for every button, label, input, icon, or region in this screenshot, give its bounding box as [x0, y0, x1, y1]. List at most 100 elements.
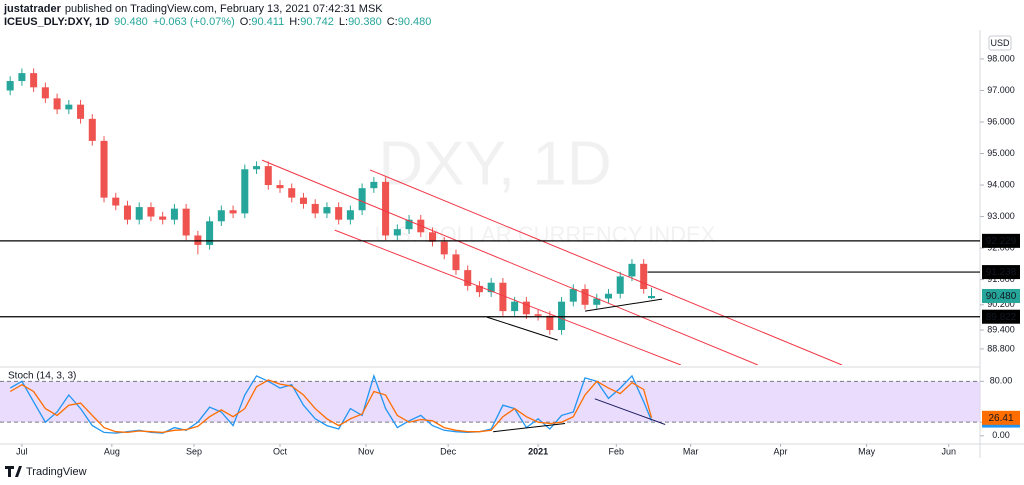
trendline	[369, 169, 843, 365]
y-tick-label: 0.00	[992, 430, 1010, 440]
x-tick-label: Apr	[774, 446, 788, 456]
candle-body	[558, 301, 566, 331]
price-tag	[982, 309, 1020, 324]
candle-body	[358, 188, 366, 211]
x-tick-label: Dec	[440, 446, 457, 456]
candle-body	[170, 208, 178, 220]
candle-body	[6, 81, 14, 91]
candle-body	[534, 314, 542, 316]
y-tick-label: 94.000	[987, 179, 1015, 189]
candle-body	[522, 301, 530, 315]
price-tag	[982, 288, 1020, 303]
candle-body	[311, 203, 319, 214]
currency: USD	[990, 38, 1010, 48]
candle-body	[53, 98, 61, 110]
trendline	[486, 316, 558, 341]
ohlc-label: O:	[240, 16, 252, 28]
candle-body	[335, 207, 343, 220]
trendline	[334, 229, 682, 365]
ohlc-value: 90.480	[398, 16, 432, 28]
candle-body	[616, 276, 624, 294]
indicator-title: Stoch (14, 3, 3)	[8, 371, 76, 382]
candle-body	[123, 205, 132, 220]
candle-body	[65, 104, 73, 110]
symbol-line: ICEUS_DLY:DXY, 1D 90.480 +0.063 (+0.07%) O:…	[4, 16, 431, 28]
price-tag	[982, 233, 1020, 248]
x-tick-label: Mar	[683, 446, 699, 456]
x-tick-label: May	[858, 446, 876, 456]
candle-body	[100, 140, 108, 198]
y-tick-label: 93.000	[987, 211, 1015, 221]
trendline	[594, 398, 666, 425]
stoch-line	[9, 379, 653, 434]
y-tick-label: 80.00	[990, 376, 1013, 386]
candle-body	[30, 73, 38, 88]
x-tick-label: Feb	[609, 446, 625, 456]
candle-body	[323, 207, 331, 214]
ohlc-label: L:	[339, 16, 348, 28]
candle-body	[18, 73, 26, 82]
trendline	[584, 298, 663, 312]
candle-body	[217, 210, 225, 222]
candle-body	[77, 104, 85, 119]
y-tick-label: 96.000	[987, 116, 1015, 126]
stoch-line	[9, 373, 653, 434]
candle-body	[405, 219, 413, 230]
tradingview-logo: TradingView	[5, 466, 87, 478]
y-tick-label: 88.800	[987, 343, 1015, 353]
candle-body	[475, 285, 483, 293]
x-tick-label: Jul	[16, 446, 28, 456]
candle-body	[276, 185, 284, 189]
x-tick-label: Aug	[104, 446, 120, 456]
currency-box	[988, 35, 1012, 51]
published-text: published on TradingView.com, February 1…	[65, 3, 383, 15]
candle-body	[428, 232, 437, 242]
price-tag-label: 92.229	[986, 236, 1017, 247]
y-tick-label: 98.000	[987, 53, 1015, 63]
publish-line: justatrader published on TradingView.com,…	[3, 3, 383, 15]
price-tag-label: 89.822	[986, 312, 1017, 323]
y-tick-label: 89.400	[987, 324, 1015, 334]
candle-body	[604, 293, 613, 299]
y-tick-label: 95.000	[987, 148, 1015, 158]
candle-body	[159, 216, 167, 220]
candle-body	[640, 263, 648, 290]
candle-body	[182, 208, 190, 236]
candle-body	[628, 263, 636, 277]
trendline	[493, 422, 566, 433]
candle-body	[569, 289, 577, 302]
candle-body	[511, 301, 519, 312]
author: justatrader	[3, 3, 62, 15]
ohlc-value: 90.411	[251, 16, 284, 28]
price-tag	[982, 265, 1020, 280]
candle-body	[135, 207, 143, 220]
price-tag-label: 91.238	[986, 267, 1017, 278]
candle-body	[464, 270, 472, 286]
change: +0.063 (+0.07%)	[153, 16, 235, 28]
brand: TradingView	[26, 466, 87, 478]
x-tick-label: 2021	[528, 446, 548, 456]
ohlc-value: 90.742	[300, 16, 334, 28]
x-tick-label: Oct	[273, 446, 288, 456]
candle-body	[370, 181, 378, 189]
overbought-oversold-band	[0, 381, 980, 423]
candle-body	[206, 221, 214, 245]
last-price: 90.480	[114, 16, 148, 28]
x-tick-label: Nov	[358, 446, 375, 456]
x-tick-label: Jun	[941, 446, 956, 456]
candle-body	[393, 229, 401, 236]
y-tick-label: 97.000	[987, 85, 1015, 95]
candle-body	[593, 298, 601, 305]
pane	[0, 373, 980, 434]
x-tick-label: Sep	[186, 446, 202, 456]
candle-body	[112, 197, 120, 206]
candle-body	[88, 118, 96, 141]
price-tag	[982, 410, 1020, 425]
candle-body	[440, 241, 448, 255]
candle-body	[299, 197, 307, 204]
candle-body	[147, 207, 155, 217]
candle-body	[346, 210, 354, 220]
candle-body	[241, 169, 249, 214]
